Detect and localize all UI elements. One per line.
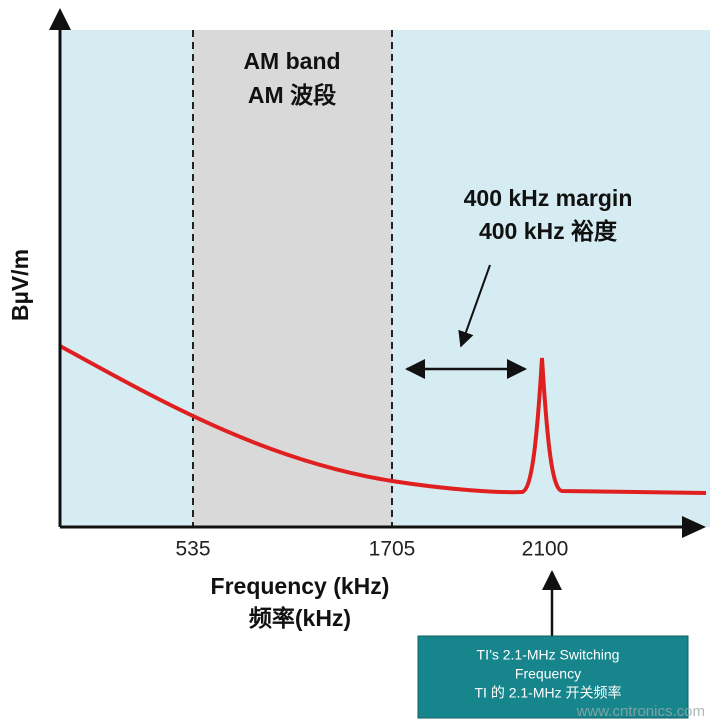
y-arrow [49,8,71,30]
callout-text: TI’s 2.1-MHz Switching [477,647,620,663]
band-label: AM band [243,48,340,74]
margin-label: 400 kHz margin [464,185,633,211]
emission-curve [59,344,707,495]
x-tick-label: 2100 [522,538,569,561]
pointer-arrow [458,264,491,348]
x-arrow [682,516,706,538]
band-label: AM 波段 [248,82,336,108]
am-band [193,30,392,527]
margin-label: 400 kHz 裕度 [479,218,618,244]
x-axis-label: 频率(kHz) [249,605,351,631]
x-tick-label: 535 [175,538,210,561]
x-axis-label: Frequency (kHz) [211,573,390,599]
callout-text: TI 的 2.1-MHz 开关频率 [474,685,621,701]
y-axis-label: BµV/m [7,249,33,321]
watermark: www.cntronics.com [576,703,705,720]
x-tick-label: 1705 [369,538,416,561]
callout-text: Frequency [515,666,581,682]
callout-box [417,635,689,719]
